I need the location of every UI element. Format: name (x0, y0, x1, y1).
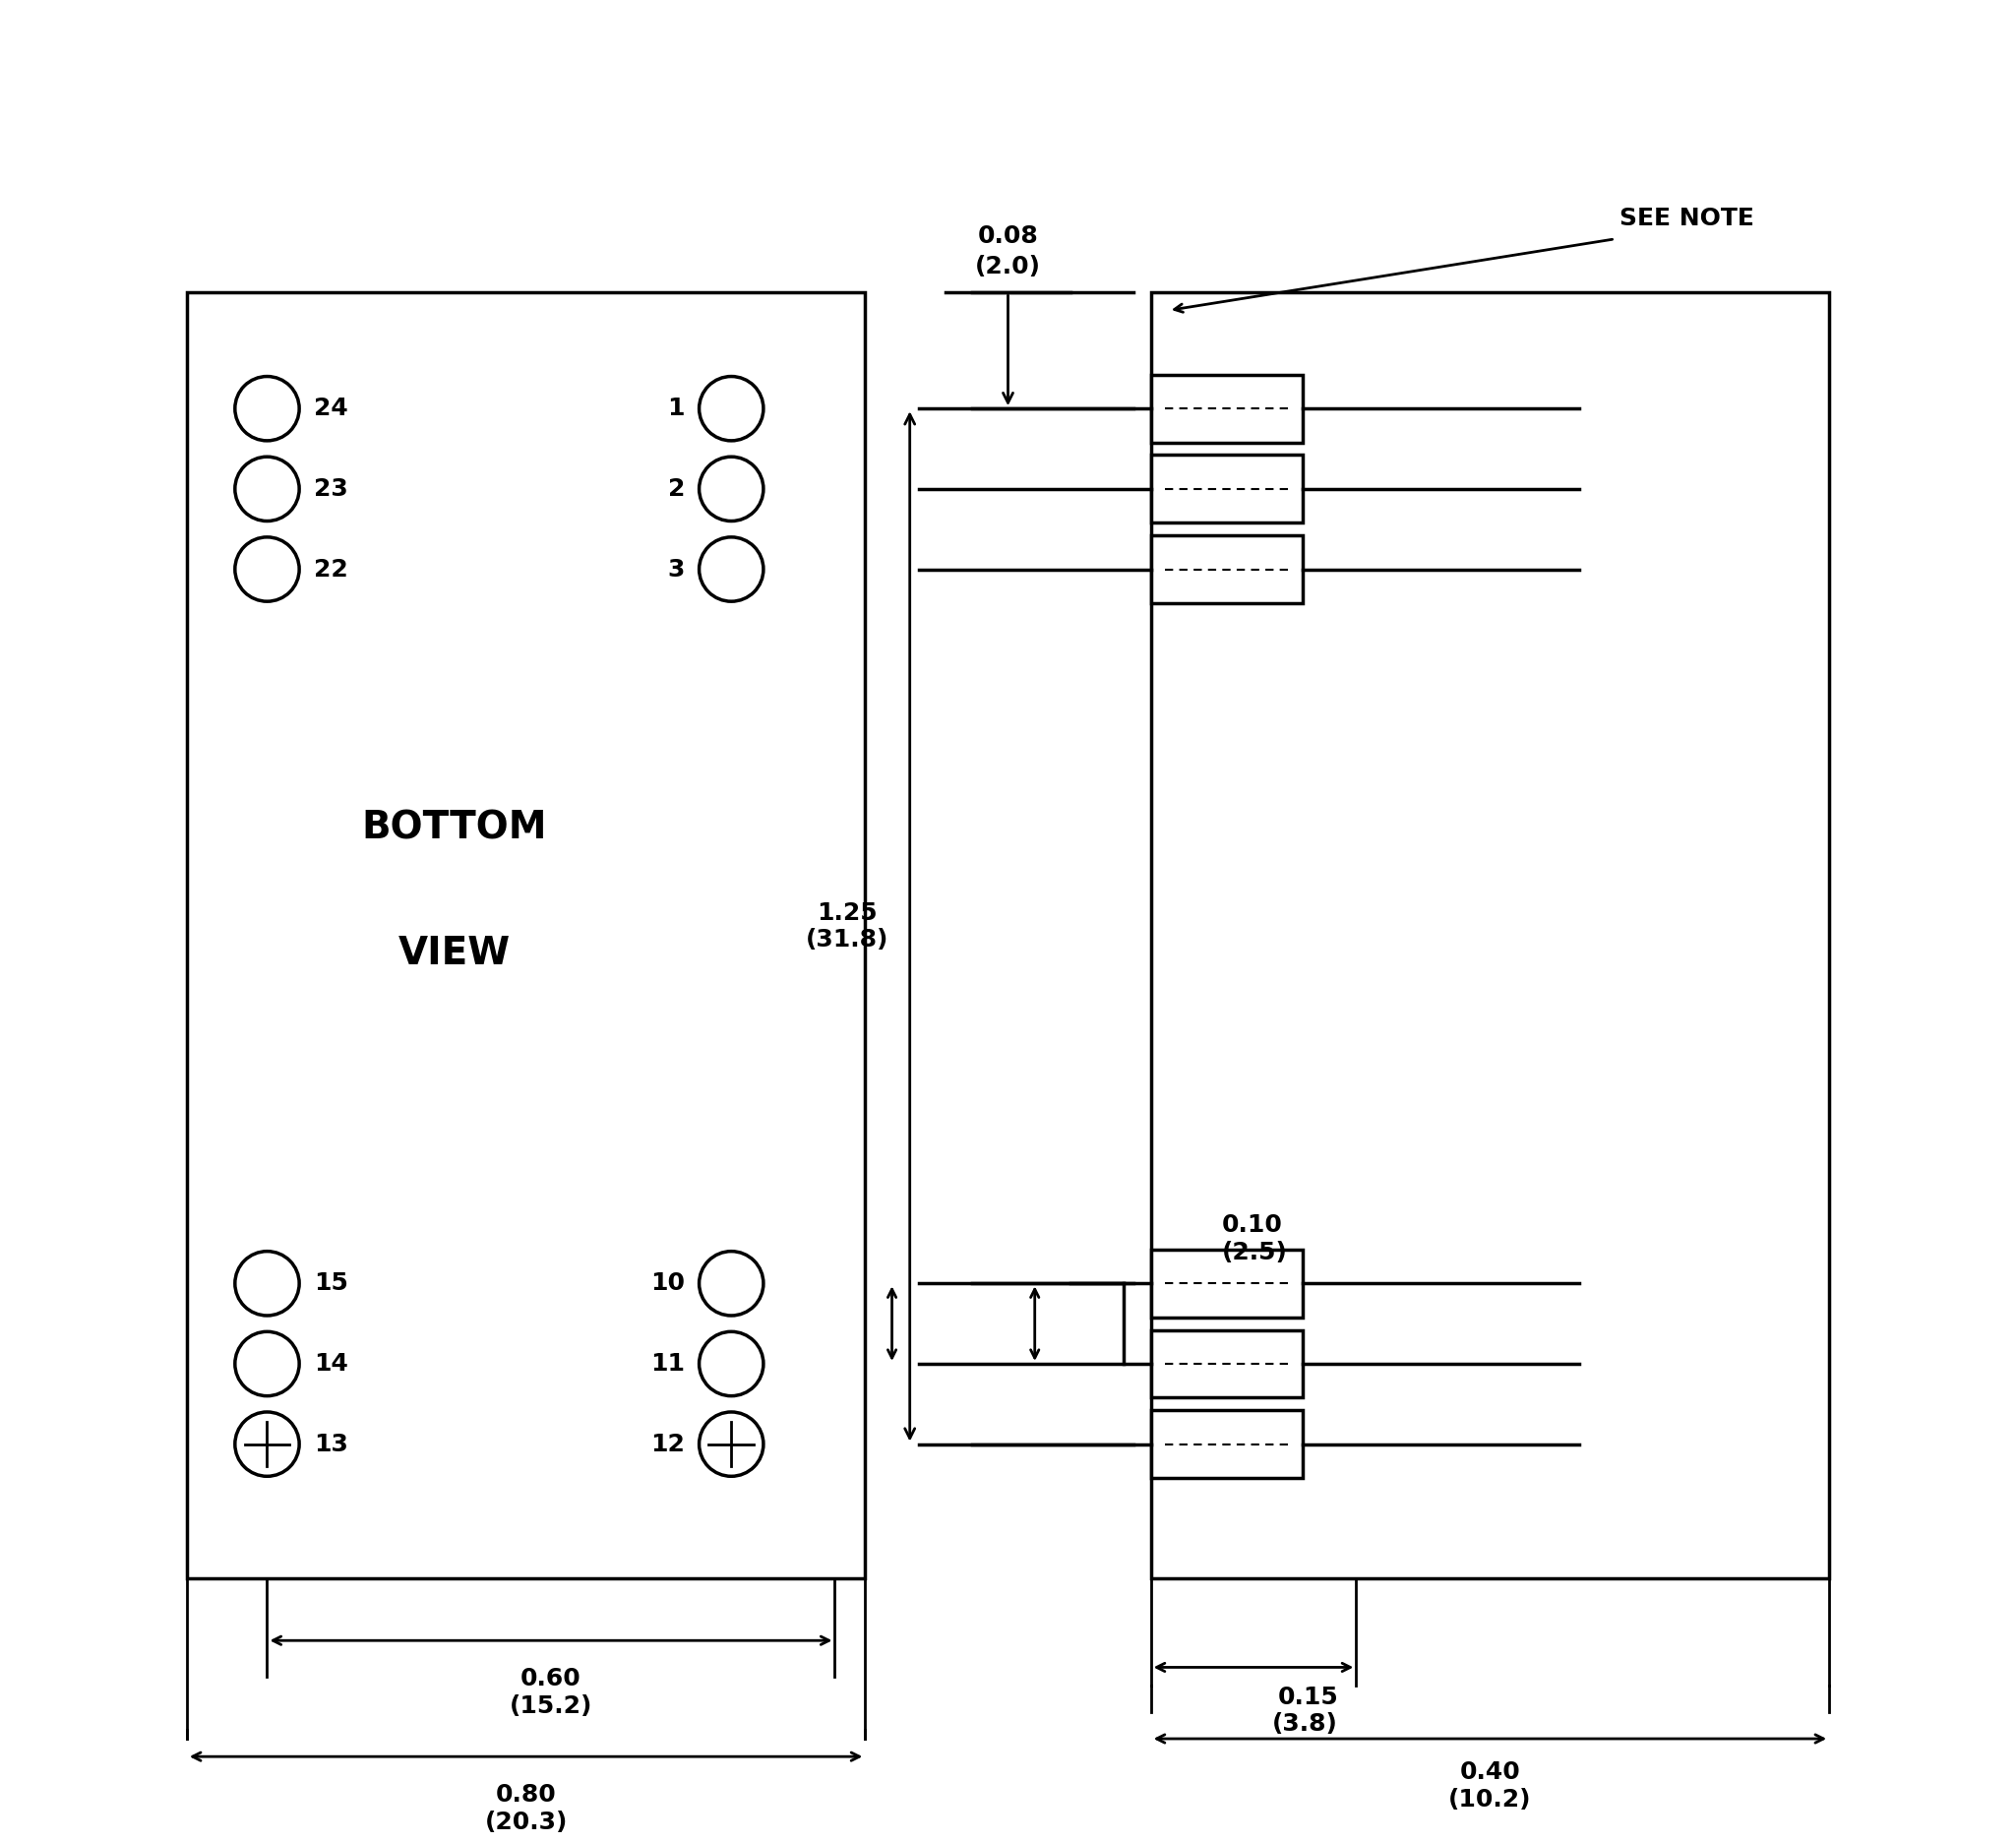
Bar (1151, 374, 1302, 442)
Text: 2: 2 (667, 477, 685, 501)
Bar (1151, 534, 1302, 603)
Text: 0.60
(15.2): 0.60 (15.2) (510, 1668, 593, 1718)
Text: BOTTOM: BOTTOM (361, 809, 546, 846)
Text: 22: 22 (314, 557, 347, 581)
Text: 10: 10 (651, 1272, 685, 1296)
Text: 14: 14 (314, 1353, 349, 1375)
Text: 11: 11 (651, 1353, 685, 1375)
Text: 13: 13 (314, 1432, 349, 1456)
Text: 0.15
(3.8): 0.15 (3.8) (1272, 1685, 1339, 1736)
Text: 1: 1 (667, 396, 685, 420)
Text: 0.40
(10.2): 0.40 (10.2) (1447, 1760, 1532, 1812)
Text: 23: 23 (314, 477, 347, 501)
Bar (1151, 1331, 1302, 1397)
Text: 0.10
(2.5): 0.10 (2.5) (1222, 1213, 1288, 1264)
Bar (1151, 293, 1829, 1578)
Bar (1151, 455, 1302, 523)
Text: 1.25
(31.8): 1.25 (31.8) (806, 901, 889, 951)
Text: 3: 3 (667, 557, 685, 581)
Text: VIEW: VIEW (399, 934, 510, 971)
Text: 15: 15 (314, 1272, 349, 1296)
Text: 24: 24 (314, 396, 347, 420)
Text: SEE NOTE: SEE NOTE (1619, 206, 1754, 230)
Text: 0.80
(20.3): 0.80 (20.3) (484, 1784, 566, 1834)
Text: 0.08: 0.08 (978, 225, 1038, 247)
Bar (1151, 1250, 1302, 1318)
Bar (187, 293, 865, 1578)
Bar (1151, 1410, 1302, 1478)
Text: 12: 12 (651, 1432, 685, 1456)
Text: (2.0): (2.0) (976, 254, 1040, 278)
